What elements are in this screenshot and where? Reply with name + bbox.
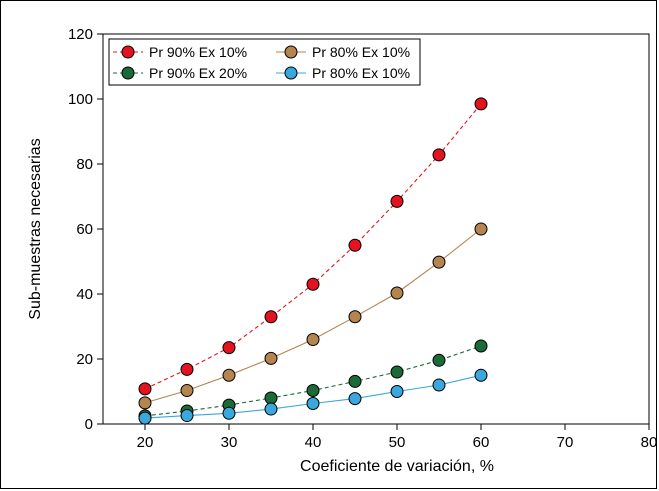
series-line (144, 103, 482, 390)
x-tick-label: 40 (305, 434, 322, 451)
legend-swatch-marker (121, 66, 135, 80)
y-tick-label: 120 (68, 26, 93, 43)
data-point (222, 341, 236, 355)
series-4 (138, 368, 488, 425)
data-point (306, 333, 320, 346)
data-point (306, 397, 320, 411)
legend-swatch-marker (284, 66, 298, 80)
x-axis-title: Coeficiente de variación, % (300, 458, 494, 475)
legend: Pr 90% Ex 10% Pr 80% Ex 10% Pr 90% Ex 20% P… (108, 38, 421, 86)
data-point (474, 339, 488, 353)
legend-entry: Pr 80% Ex 10% (276, 44, 410, 60)
y-tick-label: 20 (76, 351, 93, 368)
legend-entry: Pr 90% Ex 20% (113, 65, 247, 81)
x-tick-label: 80 (641, 434, 658, 451)
data-point (264, 402, 278, 416)
data-point (390, 286, 404, 300)
data-point (138, 382, 152, 396)
legend-swatch-marker (284, 45, 298, 59)
x-tick-label: 20 (137, 434, 154, 451)
data-point (348, 374, 362, 388)
legend-entry: Pr 90% Ex 10% (113, 44, 247, 60)
legend-label: Pr 80% Ex 10% (312, 65, 410, 81)
legend-label: Pr 90% Ex 10% (149, 44, 247, 60)
x-tick-label: 50 (389, 434, 406, 451)
data-point (306, 384, 320, 398)
axes: 0 20 40 60 80 100 120 20 30 40 50 60 70 80 (68, 26, 657, 451)
data-point (390, 194, 404, 208)
x-tick-label: 70 (557, 434, 574, 451)
x-tick-label: 60 (473, 434, 490, 451)
data-point (390, 365, 404, 379)
data-point (432, 148, 446, 162)
data-point (474, 222, 488, 236)
data-point (390, 385, 404, 398)
legend-label: Pr 90% Ex 20% (149, 65, 247, 81)
data-point (138, 411, 152, 425)
data-point (264, 391, 278, 405)
series-layer (138, 97, 488, 425)
data-point (348, 392, 362, 406)
y-tick-label: 100 (68, 91, 93, 108)
data-point (264, 310, 278, 324)
data-point (432, 378, 446, 392)
data-point (306, 277, 320, 291)
legend-box (108, 38, 421, 86)
series-2 (138, 222, 488, 410)
series-line (144, 228, 482, 404)
data-point (138, 396, 152, 410)
legend-entry: Pr 80% Ex 10% (276, 65, 410, 81)
data-point (180, 384, 194, 398)
y-axis-title: Sub-muestras necesarias (27, 138, 44, 319)
data-point (348, 238, 362, 252)
data-point (222, 368, 236, 382)
data-point (432, 353, 446, 367)
series-1 (138, 97, 488, 396)
y-tick-label: 0 (85, 416, 93, 433)
legend-label: Pr 80% Ex 10% (312, 44, 410, 60)
data-point (264, 351, 278, 365)
data-point (222, 406, 236, 420)
data-point (348, 310, 362, 324)
data-point (180, 362, 194, 376)
data-point (180, 409, 194, 423)
data-point (432, 255, 446, 269)
y-tick-label: 60 (76, 221, 93, 238)
data-point (474, 368, 488, 382)
y-tick-label: 80 (76, 156, 93, 173)
y-tick-label: 40 (76, 286, 93, 303)
legend-swatch-marker (121, 45, 135, 59)
x-tick-label: 30 (221, 434, 238, 451)
data-point (474, 97, 488, 111)
